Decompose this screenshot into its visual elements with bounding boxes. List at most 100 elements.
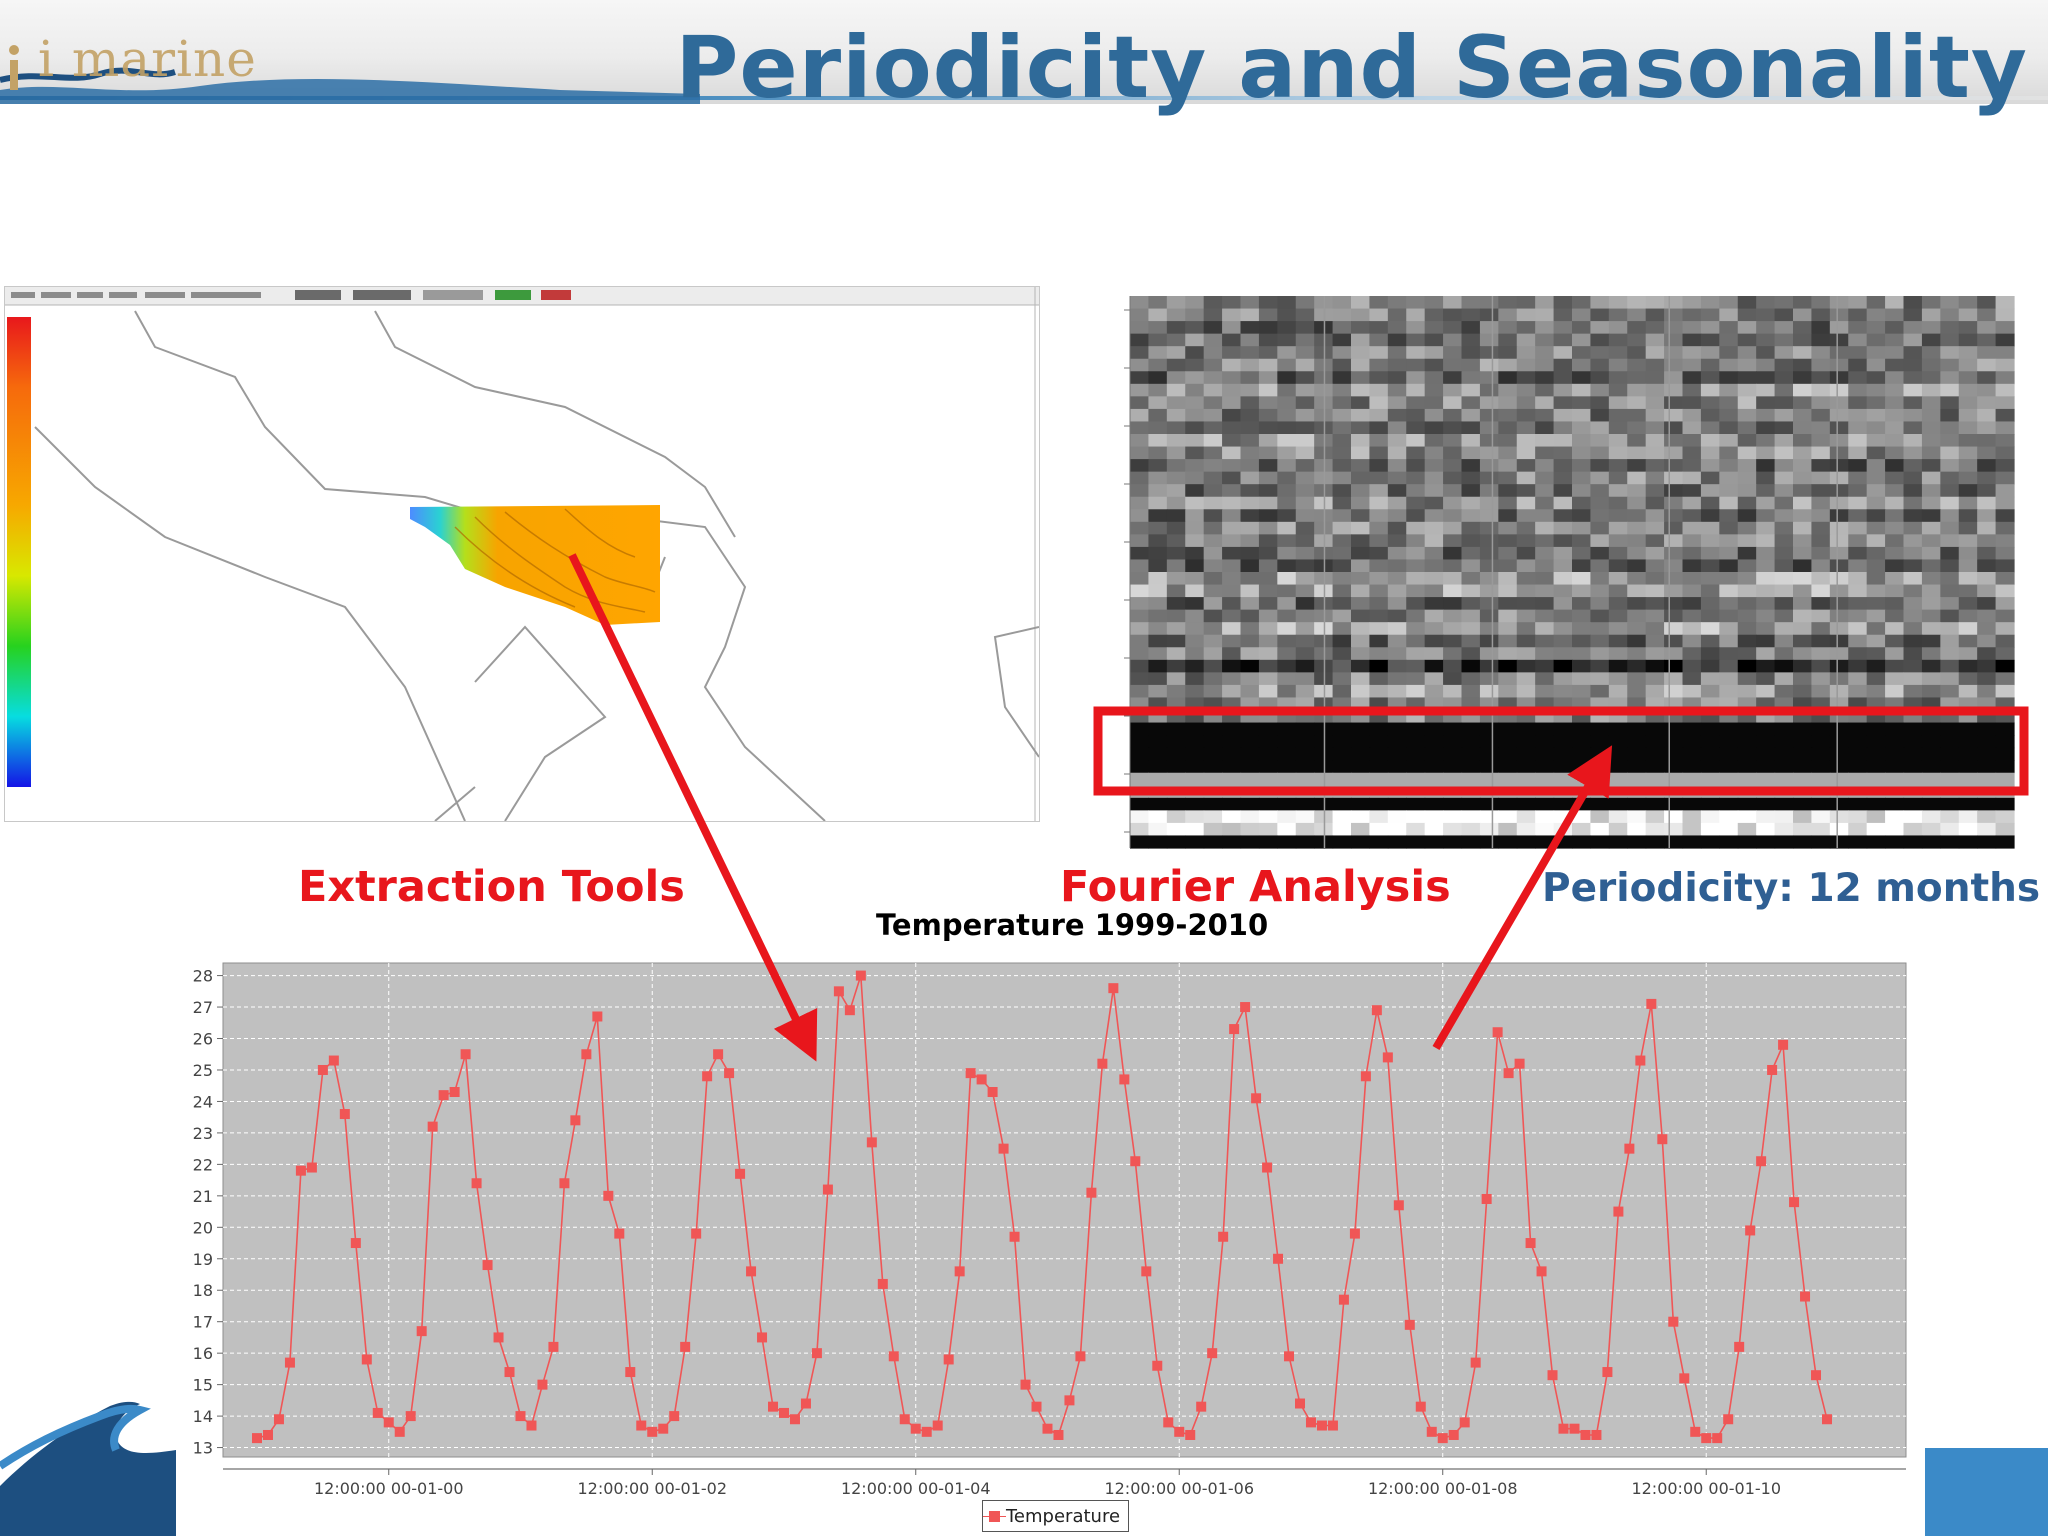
spectrogram-cell [1645,346,1665,360]
spectrogram-cell [1148,609,1168,623]
spectrogram-cell [1332,634,1352,648]
spectrogram-cell [1406,346,1426,360]
spectrogram-cell [1516,722,1536,736]
spectrogram-cell [1940,684,1960,699]
spectrogram-cell [1572,496,1592,510]
spectrogram-cell [1866,785,1886,799]
spectrogram-cell [1774,471,1794,485]
spectrogram-cell [1903,747,1923,761]
spectrogram-cell [1130,496,1150,510]
spectrogram-cell [1130,572,1150,586]
spectrogram-cell [1424,383,1444,397]
spectrogram-cell [1719,333,1739,347]
spectrogram-cell [1516,521,1536,535]
spectrogram-cell [1314,459,1334,473]
spectrogram-cell [1737,484,1757,498]
spectrogram-cell [1277,308,1297,322]
spectrogram-cell [1424,559,1444,573]
spectrogram-cell [1351,797,1371,811]
spectrogram-cell [1240,735,1260,749]
spectrogram-cell [1387,346,1407,360]
spectrogram-cell [1572,371,1592,385]
spectrogram-cell [1498,760,1518,774]
spectrogram-cell [1130,697,1150,711]
spectrogram-cell [1130,735,1150,749]
spectrogram-cell [1222,559,1242,573]
spectrogram-cell [1166,659,1186,673]
spectrogram-cell [1664,747,1684,761]
spectrogram-cell [1885,446,1905,460]
spectrogram-cell [1314,634,1334,648]
spectrogram-cell [1682,609,1702,623]
spectrogram-cell [1516,434,1536,448]
spectrogram-cell [1682,822,1702,837]
spectrogram-cell [1645,797,1665,811]
spectrogram-cell [1793,509,1813,523]
spectrogram-cell [1535,559,1555,573]
spectrogram-cell [1885,659,1905,673]
spectrogram-cell [1737,572,1757,586]
spectrogram-cell [1829,383,1849,397]
spectrogram-cell [1682,321,1702,335]
spectrogram-cell [1811,559,1831,573]
spectrogram-cell [1572,772,1592,786]
spectrogram-cell [1590,396,1610,410]
spectrogram-cell [1277,408,1297,423]
spectrogram-cell [1995,797,2015,811]
spectrogram-cell [1295,321,1315,335]
spectrogram-cell [1277,296,1297,310]
spectrogram-cell [1369,822,1389,837]
spectrogram-cell [1166,760,1186,774]
spectrogram-cell [1866,446,1886,460]
spectrogram-cell [1958,697,1978,711]
spectrogram-cell [1461,471,1481,485]
spectrogram-cell [1277,434,1297,448]
spectrogram-cell [1203,835,1223,849]
spectrogram-cell [1185,434,1205,448]
spectrogram-cell [1995,446,2015,460]
spectrogram-cell [1351,408,1371,423]
spectrogram-cell [1461,559,1481,573]
spectrogram-cell [1682,421,1702,435]
spectrogram-cell [1148,346,1168,360]
spectrogram-cell [1700,521,1720,535]
data-point [317,1064,328,1075]
spectrogram-cell [1461,672,1481,686]
spectrogram-cell [1682,358,1702,372]
spectrogram-cell [1240,835,1260,849]
spectrogram-cell [1921,810,1941,824]
spectrogram-cell [1258,471,1278,485]
spectrogram-cell [1314,810,1334,824]
spectrogram-cell [1977,672,1997,686]
spectrogram-cell [1903,421,1923,435]
spectrogram-cell [1443,710,1463,724]
spectrogram-cell [1903,659,1923,673]
spectrogram-cell [1645,760,1665,774]
spectrogram-cell [1848,434,1868,448]
spectrogram-cell [1700,321,1720,335]
spectrogram-cell [1793,496,1813,510]
spectrogram-cell [1940,710,1960,724]
spectrogram-cell [1719,421,1739,435]
spectrogram-cell [1664,797,1684,811]
spectrogram-cell [1700,484,1720,498]
spectrogram-cell [1572,421,1592,435]
spectrogram-cell [1314,446,1334,460]
spectrogram-cell [1921,333,1941,347]
spectrogram-cell [1940,747,1960,761]
spectrogram-cell [1369,572,1389,586]
spectrogram-cell [1866,521,1886,535]
spectrogram-cell [1737,735,1757,749]
spectrogram-cell [1369,484,1389,498]
spectrogram-cell [1903,772,1923,786]
spectrogram-cell [1590,785,1610,799]
spectrogram-cell [1424,785,1444,799]
spectrogram-cell [1424,647,1444,661]
spectrogram-cell [1682,584,1702,598]
spectrogram-cell [1240,371,1260,385]
spectrogram-cell [1627,634,1647,648]
spectrogram-cell [1461,509,1481,523]
spectrogram-cell [1885,308,1905,322]
spectrogram-cell [1737,396,1757,410]
data-point [1404,1319,1415,1330]
